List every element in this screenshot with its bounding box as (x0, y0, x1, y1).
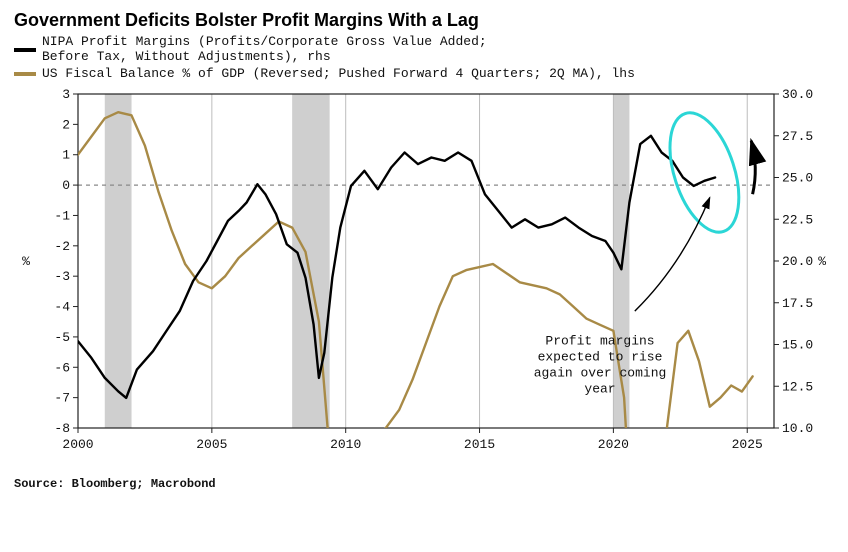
legend-item-series2: US Fiscal Balance % of GDP (Reversed; Pu… (14, 67, 834, 82)
svg-text:2005: 2005 (196, 437, 227, 452)
chart-title: Government Deficits Bolster Profit Margi… (14, 10, 834, 31)
svg-text:1: 1 (62, 148, 70, 163)
svg-text:-6: -6 (54, 360, 70, 375)
svg-text:27.5: 27.5 (782, 129, 813, 144)
svg-text:expected to rise: expected to rise (538, 349, 663, 364)
svg-text:-7: -7 (54, 390, 70, 405)
svg-text:2: 2 (62, 117, 70, 132)
svg-text:15.0: 15.0 (782, 337, 813, 352)
svg-text:22.5: 22.5 (782, 212, 813, 227)
svg-text:2015: 2015 (464, 437, 495, 452)
svg-text:20.0: 20.0 (782, 254, 813, 269)
svg-text:2010: 2010 (330, 437, 361, 452)
svg-text:-3: -3 (54, 269, 70, 284)
chart-legend: NIPA Profit Margins (Profits/Corporate G… (14, 35, 834, 82)
legend-item-series1: NIPA Profit Margins (Profits/Corporate G… (14, 35, 834, 65)
svg-text:again over coming: again over coming (534, 365, 667, 380)
svg-text:3: 3 (62, 87, 70, 102)
chart-source: Source: Bloomberg; Macrobond (14, 477, 834, 491)
legend-swatch-series2 (14, 72, 36, 76)
svg-text:0: 0 (62, 178, 70, 193)
legend-label-series1: NIPA Profit Margins (Profits/Corporate G… (42, 35, 487, 65)
svg-text:25.0: 25.0 (782, 170, 813, 185)
svg-text:10.0: 10.0 (782, 421, 813, 436)
legend-swatch-series1 (14, 48, 36, 52)
svg-text:year: year (584, 381, 615, 396)
svg-text:12.5: 12.5 (782, 379, 813, 394)
svg-text:30.0: 30.0 (782, 87, 813, 102)
svg-text:2020: 2020 (598, 437, 629, 452)
chart-plot: -8 -7 -6 -5 -4 -3 -2 -1 0 1 2 3% 10.0 12.5 15.0 17.5 20.… (14, 86, 834, 471)
svg-text:-8: -8 (54, 421, 70, 436)
svg-text:17.5: 17.5 (782, 296, 813, 311)
svg-text:%: % (22, 254, 30, 269)
chart-svg: -8 -7 -6 -5 -4 -3 -2 -1 0 1 2 3% 10.0 12.5 15.0 17.5 20.… (14, 86, 834, 466)
svg-text:2000: 2000 (62, 437, 93, 452)
svg-text:-2: -2 (54, 239, 70, 254)
svg-text:-4: -4 (54, 299, 70, 314)
svg-text:%: % (818, 254, 826, 269)
legend-label-series2: US Fiscal Balance % of GDP (Reversed; Pu… (42, 67, 635, 82)
svg-text:2025: 2025 (732, 437, 763, 452)
svg-text:-5: -5 (54, 330, 70, 345)
svg-text:-1: -1 (54, 208, 70, 223)
svg-text:Profit margins: Profit margins (545, 333, 654, 348)
